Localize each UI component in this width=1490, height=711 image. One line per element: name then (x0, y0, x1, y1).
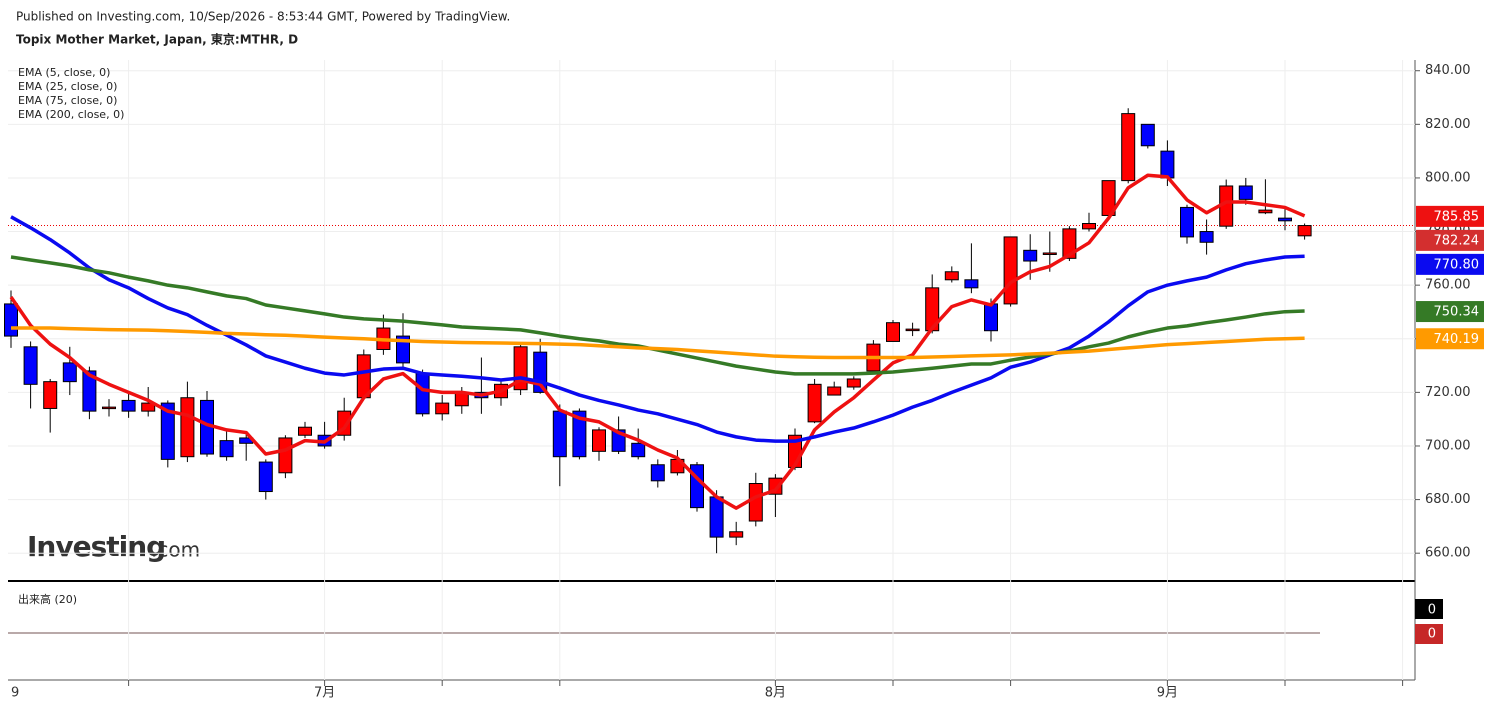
candle-body (62, 362, 77, 383)
price-label: 782.24 (1434, 233, 1480, 248)
candle-body (592, 429, 606, 452)
legend-entry: EMA (75, close, 0) (18, 94, 117, 107)
legend-entry: EMA (5, close, 0) (18, 66, 110, 79)
y-tick-label: 680.00 (1425, 492, 1471, 507)
candle-body (82, 370, 97, 412)
candle-body (1042, 252, 1057, 255)
candle-body (43, 381, 58, 409)
header: Published on Investing.com, 10/Sep/2026 … (16, 10, 510, 24)
y-tick-label: 800.00 (1425, 170, 1471, 185)
candle-body (748, 483, 763, 522)
candle-body (415, 373, 430, 415)
candle-body (572, 410, 587, 458)
candle-body (552, 410, 567, 458)
price-label-box (1416, 328, 1484, 350)
x-tick-label: 8月 (765, 686, 786, 701)
candle-body (1238, 185, 1253, 200)
candle-body (1160, 150, 1175, 179)
price-label-box (1416, 205, 1484, 227)
price-label: 770.80 (1434, 257, 1480, 272)
volume-ma-value: 0 (1428, 627, 1436, 642)
candle-body (396, 335, 410, 364)
candle-body (709, 496, 724, 538)
y-tick-label: 720.00 (1425, 385, 1471, 400)
candle-body (258, 461, 273, 493)
candle-body (219, 440, 234, 458)
candle-body (1121, 113, 1136, 182)
y-tick-label: 760.00 (1425, 278, 1471, 293)
price-label: 785.85 (1434, 209, 1480, 224)
candle-body (1297, 225, 1312, 237)
volume-label: 出来高 (20) (18, 592, 77, 606)
candle-body (160, 402, 175, 460)
candle-body (631, 442, 646, 458)
candle-body (886, 322, 900, 342)
x-tick-label: 9 (11, 686, 19, 701)
candle-body (1278, 217, 1292, 222)
candle-body (1082, 223, 1096, 230)
candle-body (729, 531, 744, 538)
price-label: 740.19 (1434, 332, 1480, 347)
y-tick-label: 840.00 (1425, 63, 1471, 78)
candle-body (944, 271, 959, 281)
price-label-box (1416, 229, 1484, 251)
legend-entry: EMA (200, close, 0) (18, 108, 124, 121)
volume-value: 0 (1428, 603, 1436, 618)
volume-ma-box (1415, 624, 1443, 644)
grid (8, 60, 1415, 680)
candle-body (180, 397, 195, 458)
candle-body (298, 426, 312, 436)
logo: Investing (27, 530, 165, 563)
candle-body (1140, 123, 1155, 147)
x-tick-label: 9月 (1157, 686, 1178, 701)
candle-body (141, 402, 156, 412)
candle-body (121, 399, 136, 412)
candle-body (4, 303, 18, 337)
candle-body (984, 303, 998, 332)
candle-body (23, 346, 38, 385)
logo-suffix: .com (151, 538, 200, 562)
price-label-box (1416, 253, 1484, 275)
y-tick-label: 660.00 (1425, 546, 1471, 561)
x-tick-label: 7月 (314, 686, 335, 701)
chart-title: Topix Mother Market, Japan, 東京:MTHR, D (16, 32, 298, 47)
legend-entry: EMA (25, close, 0) (18, 80, 117, 93)
y-tick-label: 700.00 (1425, 438, 1471, 453)
candle-body (846, 378, 861, 388)
candle-body (102, 406, 116, 410)
ema-line (9, 173, 1306, 510)
candle-body (1199, 231, 1214, 243)
price-label-box (1416, 301, 1484, 323)
candle-body (278, 437, 293, 474)
candle-body (964, 279, 979, 289)
candle-body (827, 386, 842, 396)
candle-body (1023, 249, 1038, 262)
ema-line (10, 255, 1305, 376)
price-label: 750.34 (1434, 305, 1480, 320)
ema-line (11, 326, 1305, 360)
candle-body (1258, 209, 1273, 214)
candle-body (807, 383, 822, 423)
y-tick-label: 820.00 (1425, 117, 1471, 132)
candle-body (1180, 206, 1194, 238)
candle-body (650, 464, 665, 482)
candle-body (905, 328, 920, 332)
candle-body (435, 402, 450, 415)
candle-body (1003, 236, 1018, 305)
volume-box (1415, 599, 1443, 619)
